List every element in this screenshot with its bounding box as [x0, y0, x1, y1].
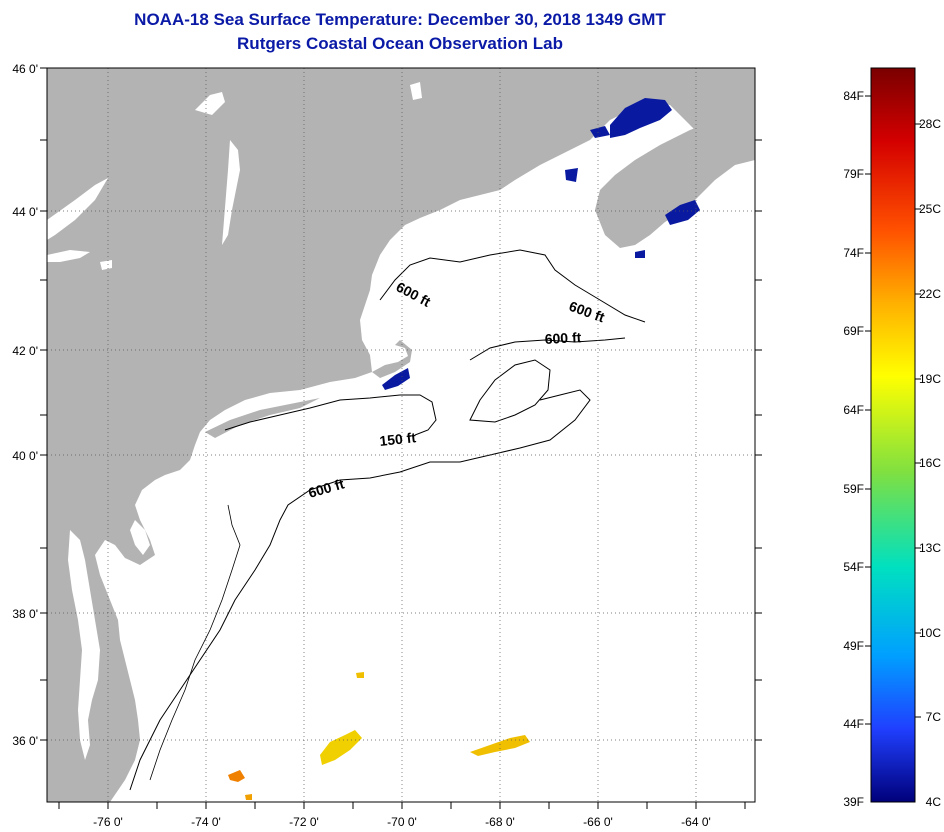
colorbar-f-label: 59F: [843, 482, 864, 496]
warm-sst-1: [320, 730, 362, 765]
lon-label: -74 0': [191, 815, 221, 829]
warm-sst-3: [228, 770, 245, 782]
colorbar-c-label: 16C: [919, 456, 941, 470]
contour-600ft-shelf: [129, 389, 591, 791]
lon-label: -72 0': [289, 815, 319, 829]
lake-great: [47, 250, 90, 262]
axis-ticks: [40, 67, 762, 809]
colorbar-f-label: 74F: [843, 246, 864, 260]
lake-north-1: [195, 92, 225, 115]
colorbar: [870, 67, 916, 803]
colorbar-f-label: 79F: [843, 167, 864, 181]
map-subtitle: Rutgers Coastal Ocean Observation Lab: [237, 34, 563, 53]
colorbar-c-label: 25C: [919, 202, 941, 216]
contour-600ft-georges: [469, 337, 626, 361]
contour-georges-bank: [469, 359, 551, 423]
colorbar-f-label: 49F: [843, 639, 864, 653]
cold-sst-fundy: [610, 98, 672, 138]
lake-west: [47, 178, 108, 240]
map-title: NOAA-18 Sea Surface Temperature: Decembe…: [134, 10, 666, 29]
colorbar-f-label: 44F: [843, 717, 864, 731]
cold-sst-maine: [565, 168, 578, 182]
colorbar-f-label: 84F: [843, 89, 864, 103]
lat-label: 40 0': [12, 449, 38, 463]
lon-label: -66 0': [583, 815, 613, 829]
colorbar-c-label: 4C: [926, 795, 942, 809]
lat-label: 46 0': [12, 62, 38, 76]
delaware-bay: [130, 520, 150, 555]
colorbar-f-label: 69F: [843, 324, 864, 338]
warm-sst-5: [245, 794, 252, 800]
cold-sst-ns-2: [635, 250, 645, 258]
colorbar-c-label: 22C: [919, 287, 941, 301]
lake-champlain: [222, 140, 240, 245]
contour-600ft-gulf: [379, 249, 646, 323]
chesapeake-bay: [68, 530, 100, 760]
colorbar-f-label: 54F: [843, 560, 864, 574]
colorbar-c-label: 28C: [919, 117, 941, 131]
lat-label: 42 0': [12, 344, 38, 358]
lake-west-2: [100, 260, 112, 270]
lat-label: 44 0': [12, 205, 38, 219]
warm-sst-4: [356, 672, 364, 678]
land-mainland: [47, 68, 755, 802]
colorbar-c-label: 13C: [919, 541, 941, 555]
lat-label: 38 0': [12, 607, 38, 621]
lon-label: -64 0': [681, 815, 711, 829]
land-long-island: [205, 398, 320, 438]
lon-label: -68 0': [485, 815, 515, 829]
colorbar-c-label: 19C: [919, 372, 941, 386]
contour-inner-shelf: [149, 504, 241, 781]
cold-sst-cape-cod-bay: [382, 368, 410, 390]
lon-label: -76 0': [93, 815, 123, 829]
cold-sst-fundy-2: [590, 126, 610, 138]
colorbar-c-label: 10C: [919, 626, 941, 640]
contour-label: 600 ft: [544, 329, 582, 347]
lon-label: -70 0': [387, 815, 417, 829]
contour-label: 150 ft: [379, 429, 417, 449]
cold-sst-ns: [665, 200, 700, 225]
land-nova-scotia: [595, 105, 755, 248]
lake-north-2: [410, 82, 422, 100]
contour-150ft: [224, 394, 437, 436]
colorbar-f-label: 64F: [843, 403, 864, 417]
lat-label: 36 0': [12, 734, 38, 748]
land-cape-cod: [372, 340, 412, 378]
colorbar-f-label: 39F: [843, 795, 864, 809]
colorbar-c-label: 7C: [926, 710, 942, 724]
map-frame: [46, 67, 756, 803]
colorbar-ticks: [865, 95, 921, 725]
